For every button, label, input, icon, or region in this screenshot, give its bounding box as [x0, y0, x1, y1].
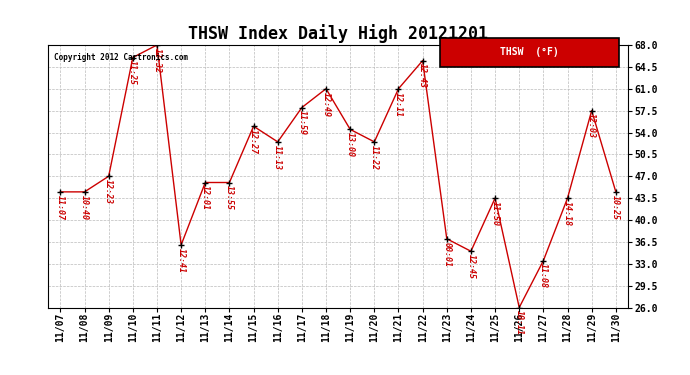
FancyBboxPatch shape: [440, 39, 619, 68]
Text: 12:03: 12:03: [587, 113, 596, 138]
Text: 11:22: 11:22: [370, 145, 379, 170]
Text: 11:08: 11:08: [539, 263, 548, 288]
Text: 13:55: 13:55: [225, 185, 234, 210]
Text: 00:01: 00:01: [442, 242, 451, 267]
Text: 12:23: 12:23: [104, 179, 113, 204]
Text: 10:11: 10:11: [515, 310, 524, 335]
Text: 12:01: 12:01: [201, 185, 210, 210]
Text: 11:07: 11:07: [56, 195, 65, 220]
Text: 11:59: 11:59: [297, 110, 306, 135]
Text: 14:18: 14:18: [563, 201, 572, 226]
Text: THSW  (°F): THSW (°F): [500, 46, 559, 57]
Text: 11:25: 11:25: [128, 60, 137, 85]
Text: 10:40: 10:40: [80, 195, 89, 220]
Text: 12:27: 12:27: [249, 129, 258, 154]
Text: 12:43: 12:43: [418, 63, 427, 88]
Text: 11:13: 11:13: [273, 145, 282, 170]
Text: 12:32: 12:32: [152, 48, 161, 73]
Text: 13:00: 13:00: [346, 132, 355, 157]
Text: 12:11: 12:11: [394, 92, 403, 117]
Text: 10:25: 10:25: [611, 195, 620, 220]
Text: 12:41: 12:41: [177, 248, 186, 273]
Text: Copyright 2012 Cartronics.com: Copyright 2012 Cartronics.com: [54, 53, 188, 62]
Title: THSW Index Daily High 20121201: THSW Index Daily High 20121201: [188, 24, 488, 44]
Text: 11:50: 11:50: [491, 201, 500, 226]
Text: 12:45: 12:45: [466, 254, 475, 279]
Text: 12:49: 12:49: [322, 92, 331, 117]
